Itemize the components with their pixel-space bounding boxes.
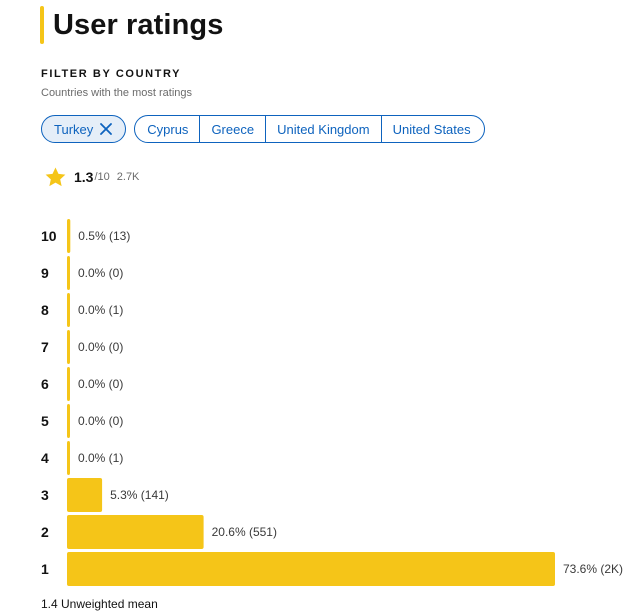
rating-bar-label-10: 0.5% (13) xyxy=(78,229,130,243)
rating-category-6: 6 xyxy=(41,376,49,392)
rating-category-7: 7 xyxy=(41,339,49,355)
rating-category-1: 1 xyxy=(41,561,49,577)
rating-bar-label-1: 73.6% (2K) xyxy=(563,562,623,576)
rating-category-2: 2 xyxy=(41,524,49,540)
rating-bar-label-4: 0.0% (1) xyxy=(78,451,123,465)
title-accent-bar xyxy=(40,6,44,44)
rating-max: /10 xyxy=(94,171,110,183)
rating-bar-label-9: 0.0% (0) xyxy=(78,266,123,280)
filter-heading: FILTER BY COUNTRY xyxy=(41,68,182,80)
rating-category-4: 4 xyxy=(41,450,49,466)
rating-bar-3 xyxy=(67,478,103,512)
chip-country-greece[interactable]: Greece xyxy=(199,116,265,142)
rating-summary: 1.3 /10 2.7K xyxy=(44,165,139,189)
rating-category-3: 3 xyxy=(41,487,49,503)
rating-bar-7 xyxy=(67,330,70,364)
chip-country-cyprus[interactable]: Cyprus xyxy=(147,121,189,137)
rating-bar-label-7: 0.0% (0) xyxy=(78,340,123,354)
rating-bar-9 xyxy=(67,256,70,290)
rating-bar-10 xyxy=(67,219,71,253)
chip-selected-label: Turkey xyxy=(54,121,94,137)
rating-bar-1 xyxy=(67,552,555,586)
rating-bar-4 xyxy=(67,441,70,475)
rating-bar-2 xyxy=(67,515,204,549)
page-title: User ratings xyxy=(53,8,224,41)
chip-country-united-states[interactable]: United States xyxy=(380,116,484,142)
rating-bar-5 xyxy=(67,404,70,438)
rating-bar-label-3: 5.3% (141) xyxy=(110,488,169,502)
rating-histogram: 10 0.5% (13) 9 0.0% (0) 8 0.0% (1) 7 0.0% (0) 6 0… xyxy=(41,219,623,586)
close-icon[interactable] xyxy=(99,122,113,136)
rating-bar-6 xyxy=(67,367,70,401)
rating-bar-label-2: 20.6% (551) xyxy=(212,525,277,539)
rating-bar-label-6: 0.0% (0) xyxy=(78,377,123,391)
section-header: User ratings xyxy=(40,6,223,44)
rating-category-10: 10 xyxy=(41,228,57,244)
filter-subtitle: Countries with the most ratings xyxy=(41,87,193,99)
rating-category-8: 8 xyxy=(41,302,49,318)
country-chip-group: Cyprus Greece United Kingdom United Stat… xyxy=(134,115,485,143)
rating-category-5: 5 xyxy=(41,413,49,429)
star-icon xyxy=(45,167,66,186)
chip-selected-country[interactable]: Turkey xyxy=(41,115,127,143)
rating-bar-label-5: 0.0% (0) xyxy=(78,414,123,428)
rating-bar-label-8: 0.0% (1) xyxy=(78,303,123,317)
country-filter-chips: Turkey Cyprus Greece United Kingdom Unit… xyxy=(41,115,485,143)
rating-category-9: 9 xyxy=(41,265,49,281)
unweighted-mean: 1.4 Unweighted mean xyxy=(41,597,158,611)
rating-bar-8 xyxy=(67,293,70,327)
chip-country-united-kingdom[interactable]: United Kingdom xyxy=(265,116,381,142)
vote-count: 2.7K xyxy=(116,171,140,183)
rating-score: 1.3 xyxy=(74,169,94,185)
